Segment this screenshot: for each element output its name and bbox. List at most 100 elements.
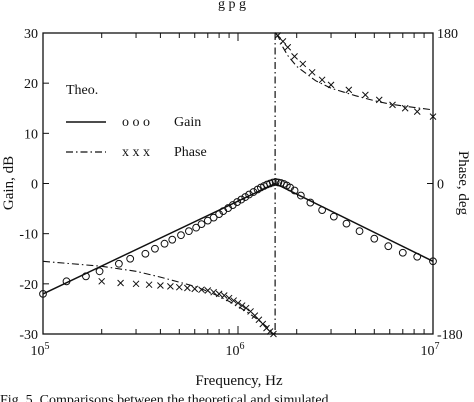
gain-point xyxy=(197,220,206,229)
phase-point xyxy=(167,282,174,290)
phase-point xyxy=(291,53,298,60)
phase-point xyxy=(220,292,228,299)
phase-point xyxy=(238,302,246,309)
gain-point xyxy=(141,249,150,258)
phase-point xyxy=(215,290,223,298)
gain-point xyxy=(269,178,277,187)
x-tick-label: 107 xyxy=(421,341,440,359)
right-tick-label: 0 xyxy=(437,178,444,193)
y-axis-label-right: Phase, deg xyxy=(455,151,471,216)
phase-point xyxy=(389,101,396,109)
gain-point xyxy=(342,219,351,228)
phase-point xyxy=(279,38,287,45)
legend-phase-markers: x x x xyxy=(122,145,150,160)
figure-caption: Fig. 5. Comparisons between the theoreti… xyxy=(0,393,329,402)
left-tick-label: 0 xyxy=(31,178,38,193)
phase-point xyxy=(308,68,316,76)
phase-point xyxy=(345,86,353,94)
right-tick-label: -180 xyxy=(437,328,463,343)
gain-point xyxy=(95,267,104,276)
left-tick-label: 30 xyxy=(24,27,38,42)
phase-point xyxy=(327,81,335,89)
phase-point xyxy=(117,279,124,287)
phase-point xyxy=(234,299,242,307)
phase-point xyxy=(401,104,409,112)
left-tick-label: -30 xyxy=(19,328,38,343)
gain-point xyxy=(82,272,90,281)
phase-point xyxy=(204,287,212,294)
left-tick-label: 10 xyxy=(24,127,38,142)
x-axis-label: Frequency, Hz xyxy=(195,373,283,389)
gain-point xyxy=(126,254,135,263)
gain-point xyxy=(233,198,242,206)
gain-point xyxy=(177,231,185,240)
phase-point xyxy=(132,280,140,288)
phase-point xyxy=(284,43,292,51)
phase-point xyxy=(362,91,369,99)
gain-point xyxy=(384,242,393,251)
gain-point xyxy=(168,235,177,244)
gain-point xyxy=(318,206,327,214)
gain-point xyxy=(306,198,315,207)
axis-tick-labels: 30 20 10 0 -10 -20 -30 180 0 -180 105 106 107 xyxy=(19,27,462,359)
plot-frame xyxy=(42,32,434,335)
axis-ticks xyxy=(42,32,433,335)
gain-point xyxy=(209,213,218,222)
y-axis-label-left: Gain, dB xyxy=(1,156,17,210)
phase-point xyxy=(184,284,191,292)
phase-point xyxy=(270,330,277,338)
phase-point xyxy=(145,281,153,289)
legend-gain-label: Gain xyxy=(174,115,201,130)
gain-point xyxy=(151,244,159,253)
phase-point xyxy=(299,60,307,68)
left-tick-label: 20 xyxy=(24,77,38,92)
phase-point xyxy=(242,304,250,312)
gain-point xyxy=(355,227,364,236)
left-tick-label: -20 xyxy=(19,278,38,293)
phase-point xyxy=(198,286,205,294)
right-tick-label: 180 xyxy=(437,27,458,42)
gain-point xyxy=(160,239,169,248)
gain-point xyxy=(429,257,437,266)
legend-gain-markers: o o o xyxy=(122,115,150,130)
phase-point xyxy=(98,277,106,285)
gain-point xyxy=(192,223,201,232)
header-fragment: g p g xyxy=(218,0,246,12)
phase-theoretical-line xyxy=(42,260,275,334)
gain-point xyxy=(249,188,258,196)
gain-point xyxy=(184,227,193,236)
gain-point xyxy=(271,178,280,186)
x-tick-label: 106 xyxy=(226,341,245,359)
left-tick-label: -10 xyxy=(19,228,38,243)
legend-title: Theo. xyxy=(66,83,98,98)
series-layer xyxy=(42,33,434,334)
phase-point xyxy=(175,283,183,291)
phase-point xyxy=(429,113,437,120)
gain-point xyxy=(290,186,299,195)
phase-point xyxy=(318,76,326,84)
gain-point xyxy=(241,193,250,201)
gain-point xyxy=(237,195,246,204)
phase-point xyxy=(375,96,383,104)
phase-point xyxy=(274,32,282,39)
phase-point xyxy=(210,288,217,296)
phase-point xyxy=(266,328,274,335)
phase-point xyxy=(413,108,421,115)
gain-point xyxy=(39,289,47,298)
gain-point xyxy=(413,252,422,261)
gain-point xyxy=(329,212,338,221)
gain-point xyxy=(114,259,123,268)
gain-point xyxy=(398,248,407,257)
gain-point xyxy=(370,234,379,243)
gain-point xyxy=(62,277,71,286)
legend-phase-label: Phase xyxy=(174,145,207,160)
phase-theoretical-line xyxy=(275,33,434,111)
gain-point xyxy=(296,191,305,200)
phase-point xyxy=(225,294,233,302)
gain-point xyxy=(245,190,253,199)
phase-point xyxy=(191,285,199,293)
x-tick-label: 105 xyxy=(31,341,50,359)
legend: Theo. o o o Gain x x x Phase xyxy=(66,83,207,160)
phase-point xyxy=(230,297,238,304)
